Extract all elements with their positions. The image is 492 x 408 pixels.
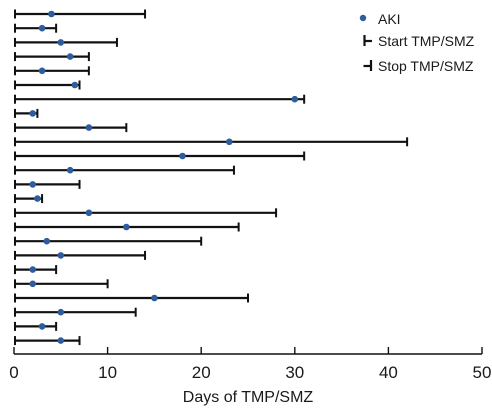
- patient-row: [14, 9, 147, 19]
- aki-point: [38, 67, 46, 75]
- patient-row: [14, 66, 90, 76]
- patient-row: [14, 52, 90, 62]
- x-tick-label: 50: [473, 363, 492, 382]
- legend: AKI Start TMP/SMZ Stop TMP/SMZ: [359, 11, 475, 74]
- aki-point: [29, 110, 37, 117]
- legend-aki-label: AKI: [378, 11, 401, 27]
- aki-point: [291, 95, 299, 103]
- x-axis-title: Days of TMP/SMZ: [183, 389, 314, 406]
- patient-row: [14, 165, 235, 175]
- patient-row: [14, 265, 58, 275]
- aki-point: [66, 53, 74, 60]
- aki-point: [179, 152, 186, 160]
- patient-row: [14, 123, 128, 133]
- patient-row: [14, 250, 147, 260]
- aki-point: [57, 39, 65, 46]
- patient-row: [14, 208, 278, 218]
- aki-point: [38, 24, 46, 32]
- x-tick-label: 10: [98, 363, 117, 382]
- patient-row: [14, 279, 109, 289]
- patient-row: [14, 23, 58, 33]
- plot-area: [14, 9, 409, 346]
- patient-row: [14, 151, 306, 161]
- patient-row: [14, 108, 39, 118]
- patient-row: [14, 336, 81, 346]
- x-tick-label: 30: [285, 363, 304, 382]
- x-axis: 0 10 20 30 40 50: [9, 347, 491, 382]
- aki-point: [225, 138, 233, 146]
- patient-row: [14, 194, 44, 204]
- patient-row: [14, 321, 58, 331]
- aki-point: [123, 223, 130, 231]
- legend-aki-marker: [359, 14, 367, 22]
- patient-row: [14, 293, 249, 303]
- aki-point: [57, 252, 65, 259]
- patient-row: [14, 80, 81, 90]
- aki-point: [66, 166, 74, 174]
- aki-point: [57, 337, 65, 344]
- aki-point: [85, 124, 93, 131]
- patient-row: [14, 137, 409, 147]
- patient-row: [14, 179, 81, 189]
- patient-row: [14, 307, 137, 317]
- aki-point: [85, 209, 93, 217]
- legend-stop-label: Stop TMP/SMZ: [378, 58, 474, 74]
- x-tick-label: 20: [192, 363, 211, 382]
- aki-point: [151, 294, 158, 302]
- patient-row: [14, 236, 203, 246]
- aki-point: [29, 280, 37, 288]
- aki-point: [29, 181, 37, 188]
- aki-point: [29, 266, 37, 273]
- aki-point: [48, 10, 55, 18]
- patient-row: [14, 222, 240, 232]
- aki-point: [34, 195, 41, 202]
- aki-point: [57, 308, 65, 316]
- x-tick-label: 40: [379, 363, 398, 382]
- aki-point: [38, 323, 46, 330]
- aki-point: [71, 81, 79, 89]
- x-tick-label: 0: [9, 363, 18, 382]
- patient-row: [14, 37, 118, 47]
- legend-start-label: Start TMP/SMZ: [378, 33, 475, 49]
- patient-row: [14, 94, 306, 104]
- aki-point: [43, 237, 51, 245]
